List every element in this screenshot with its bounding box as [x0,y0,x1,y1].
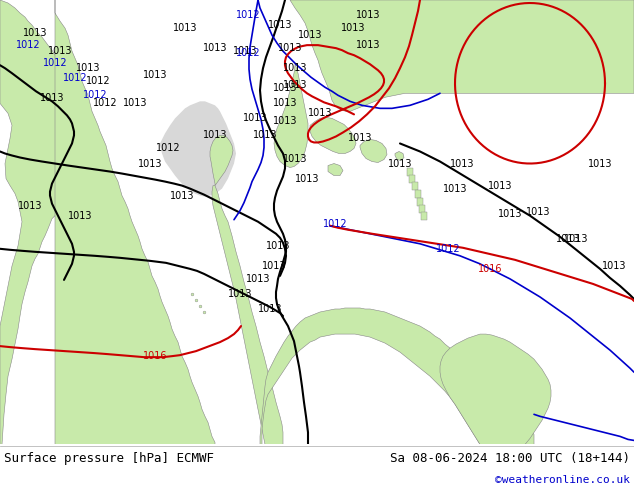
Text: 1013: 1013 [123,98,147,108]
Text: 1013: 1013 [388,159,412,169]
Text: 1013: 1013 [443,184,467,194]
Polygon shape [412,182,418,190]
Text: 1013: 1013 [348,133,372,144]
Text: 1012: 1012 [323,219,347,229]
Polygon shape [310,118,356,153]
Text: 1012: 1012 [93,98,117,108]
Text: 1013: 1013 [138,159,162,169]
Polygon shape [440,334,551,444]
Text: 1013: 1013 [564,234,588,244]
Text: Surface pressure [hPa] ECMWF: Surface pressure [hPa] ECMWF [4,452,214,465]
Text: 1012: 1012 [63,73,87,83]
Text: 1013: 1013 [243,113,268,123]
Polygon shape [409,174,415,183]
Text: 1016: 1016 [143,351,167,361]
Text: ©weatheronline.co.uk: ©weatheronline.co.uk [495,475,630,485]
Text: 1013: 1013 [450,159,474,169]
Text: 1012: 1012 [82,90,107,100]
Text: 1013: 1013 [356,10,380,20]
Text: 1016: 1016 [478,264,502,274]
Text: 1013: 1013 [356,40,380,50]
Text: 1013: 1013 [75,63,100,73]
Text: 1013: 1013 [273,98,297,108]
Text: 1013: 1013 [228,289,252,299]
Text: 1013: 1013 [170,191,194,200]
Text: 1013: 1013 [48,46,72,56]
Text: 1013: 1013 [262,261,286,271]
Text: 1013: 1013 [273,83,297,93]
Text: 1012: 1012 [236,48,261,58]
Text: 1013: 1013 [283,153,307,164]
Text: Sa 08-06-2024 18:00 UTC (18+144): Sa 08-06-2024 18:00 UTC (18+144) [390,452,630,465]
Text: 1013: 1013 [40,93,64,103]
Text: 1013: 1013 [295,173,320,184]
Polygon shape [328,164,343,175]
Text: 1013: 1013 [258,304,282,314]
Text: 1013: 1013 [23,28,48,38]
Polygon shape [210,135,233,186]
Polygon shape [290,0,634,111]
Polygon shape [415,190,421,197]
Text: 1013: 1013 [203,43,227,53]
Text: 1013: 1013 [588,159,612,169]
Text: 1013: 1013 [556,234,580,244]
Text: 1013: 1013 [498,209,522,219]
Polygon shape [274,63,308,168]
Text: 1013: 1013 [172,23,197,33]
Text: 1013: 1013 [268,20,292,30]
Polygon shape [419,205,425,213]
Text: 1012: 1012 [236,10,261,20]
Polygon shape [260,308,534,444]
Text: 1013: 1013 [266,241,290,251]
Polygon shape [421,212,427,220]
Text: 1013: 1013 [340,23,365,33]
Text: 1013: 1013 [283,80,307,90]
Polygon shape [212,186,283,444]
Text: 1013: 1013 [298,30,322,40]
Text: 1012: 1012 [86,76,110,86]
Polygon shape [0,0,102,444]
Text: 1013: 1013 [233,46,257,56]
Text: 1013: 1013 [273,117,297,126]
Polygon shape [395,151,404,161]
Text: 1013: 1013 [602,261,626,271]
Polygon shape [407,168,413,175]
Text: 1013: 1013 [18,201,42,211]
Text: 1012: 1012 [42,58,67,68]
Text: 1013: 1013 [143,70,167,80]
Text: 1013: 1013 [68,211,93,220]
Polygon shape [55,0,215,444]
Polygon shape [160,101,236,196]
Text: 1012: 1012 [436,244,460,254]
Text: 1012: 1012 [156,144,180,153]
Text: 1013: 1013 [283,63,307,73]
Text: 1013: 1013 [203,130,227,141]
Text: 1013: 1013 [526,207,550,217]
Text: 1013: 1013 [307,108,332,119]
Text: 1013: 1013 [246,274,270,284]
Text: 1013: 1013 [278,43,302,53]
Text: 1013: 1013 [253,130,277,141]
Polygon shape [360,140,387,163]
Text: 1013: 1013 [488,181,512,191]
Polygon shape [417,197,423,206]
Text: 1012: 1012 [16,40,41,50]
